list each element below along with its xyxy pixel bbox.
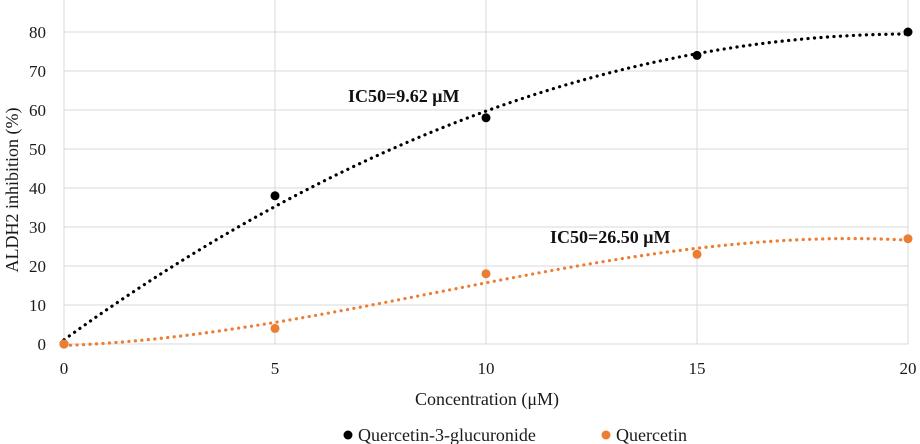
data-points: [59, 27, 913, 349]
grid-lines: [63, 0, 909, 345]
data-point-quercetin-10: [481, 269, 491, 279]
data-point-quercetin-3-glucuronide-10: [481, 113, 491, 123]
y-tick-label-80: 80: [29, 23, 46, 42]
y-tick-label-60: 60: [29, 101, 46, 120]
data-point-quercetin-3-glucuronide-5: [270, 191, 280, 201]
legend-marker-quercetin: [601, 430, 611, 440]
data-point-quercetin-3-glucuronide-20: [903, 27, 913, 37]
x-tick-label-20: 20: [900, 359, 917, 378]
x-tick-label-15: 15: [689, 359, 706, 378]
x-tick-label-0: 0: [60, 359, 69, 378]
trendline-quercetin-3-glucuronide: [62, 32, 910, 342]
y-axis-ticks: 0 10 20 30 40 50 60 70 80: [29, 23, 46, 354]
annotation-quercetin: IC50=26.50 μM: [550, 227, 670, 247]
y-tick-label-10: 10: [29, 296, 46, 315]
legend-label-quercetin-3-glucuronide: Quercetin-3-glucuronide: [358, 425, 536, 444]
y-tick-label-30: 30: [29, 218, 46, 237]
legend-label-quercetin: Quercetin: [616, 425, 687, 444]
y-tick-label-50: 50: [29, 140, 46, 159]
y-tick-label-70: 70: [29, 62, 46, 81]
data-point-quercetin-15: [692, 249, 702, 259]
data-point-quercetin-20: [903, 234, 913, 244]
y-tick-label-40: 40: [29, 179, 46, 198]
x-tick-label-5: 5: [271, 359, 280, 378]
legend-marker-quercetin-3-glucuronide: [343, 430, 353, 440]
data-point-quercetin-0: [59, 339, 69, 349]
data-point-quercetin-3-glucuronide-15: [692, 50, 702, 60]
trendlines: [62, 32, 910, 348]
y-axis-title: ALDH2 inhibition (%): [2, 108, 23, 273]
legend: Quercetin-3-glucuronide Quercetin: [343, 425, 687, 444]
annotation-quercetin-3-glucuronide: IC50=9.62 μM: [348, 86, 459, 106]
y-tick-label-20: 20: [29, 257, 46, 276]
x-tick-label-10: 10: [478, 359, 495, 378]
data-point-quercetin-5: [270, 323, 280, 333]
x-axis-ticks: 0 5 10 15 20: [60, 359, 917, 378]
y-tick-label-0: 0: [38, 335, 47, 354]
x-axis-title: Concentration (μM): [415, 389, 559, 410]
